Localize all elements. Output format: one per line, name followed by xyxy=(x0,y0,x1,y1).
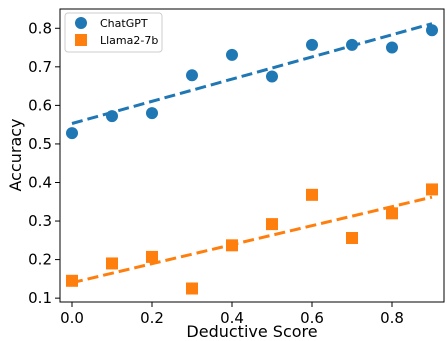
x-tick-label: 0.0 xyxy=(60,309,84,327)
x-axis-ticks: 0.0 0.2 0.4 0.6 0.8 xyxy=(60,302,404,327)
trendline-chatgpt xyxy=(71,22,433,125)
point-chatgpt xyxy=(426,24,438,37)
x-tick-label: 0.8 xyxy=(380,309,404,327)
plot-background xyxy=(60,9,444,302)
x-axis-title: Deductive Score xyxy=(186,322,317,341)
point-llama2-7b xyxy=(66,274,78,287)
legend-marker-llama xyxy=(75,34,87,46)
point-chatgpt xyxy=(386,41,398,54)
legend-label-llama: Llama2-7b xyxy=(100,34,158,47)
point-llama2-7b xyxy=(106,257,118,270)
point-chatgpt xyxy=(226,48,238,61)
point-llama2-7b xyxy=(186,282,198,295)
legend: ChatGPT Llama2-7b xyxy=(64,12,163,53)
x-tick-label: 0.6 xyxy=(300,309,324,327)
plot-frame xyxy=(59,8,445,303)
legend-marker-chatgpt xyxy=(75,17,87,29)
legend-box xyxy=(64,12,163,53)
y-tick-label: 0.1 xyxy=(28,289,52,307)
point-llama2-7b xyxy=(386,207,398,220)
x-tick-label: 0.2 xyxy=(140,309,164,327)
point-chatgpt xyxy=(186,69,198,82)
point-chatgpt xyxy=(266,70,278,83)
y-tick-label: 0.8 xyxy=(28,19,52,37)
point-chatgpt xyxy=(106,110,118,123)
point-llama2-7b xyxy=(346,232,358,245)
y-tick-label: 0.7 xyxy=(28,58,52,76)
point-chatgpt xyxy=(306,38,318,51)
point-llama2-7b xyxy=(266,218,278,231)
y-tick-label: 0.6 xyxy=(28,96,52,114)
point-llama2-7b xyxy=(146,250,158,263)
legend-label-chatgpt: ChatGPT xyxy=(100,17,148,30)
y-tick-label: 0.3 xyxy=(28,212,52,230)
point-llama2-7b xyxy=(426,183,438,196)
point-llama2-7b xyxy=(226,239,238,252)
trendline-llama2-7b xyxy=(71,195,433,285)
point-llama2-7b xyxy=(306,188,318,201)
y-tick-label: 0.4 xyxy=(28,173,52,191)
point-chatgpt xyxy=(146,107,158,120)
y-tick-label: 0.5 xyxy=(28,135,52,153)
data-points xyxy=(66,24,438,295)
y-tick-label: 0.2 xyxy=(28,251,52,269)
x-tick-label: 0.4 xyxy=(220,309,244,327)
point-chatgpt xyxy=(346,38,358,51)
y-axis-ticks: 0.1 0.2 0.3 0.4 0.5 0.6 0.7 0.8 xyxy=(28,19,60,307)
point-chatgpt xyxy=(66,127,78,140)
trendlines xyxy=(71,22,433,285)
y-axis-title: Accuracy xyxy=(6,118,25,191)
